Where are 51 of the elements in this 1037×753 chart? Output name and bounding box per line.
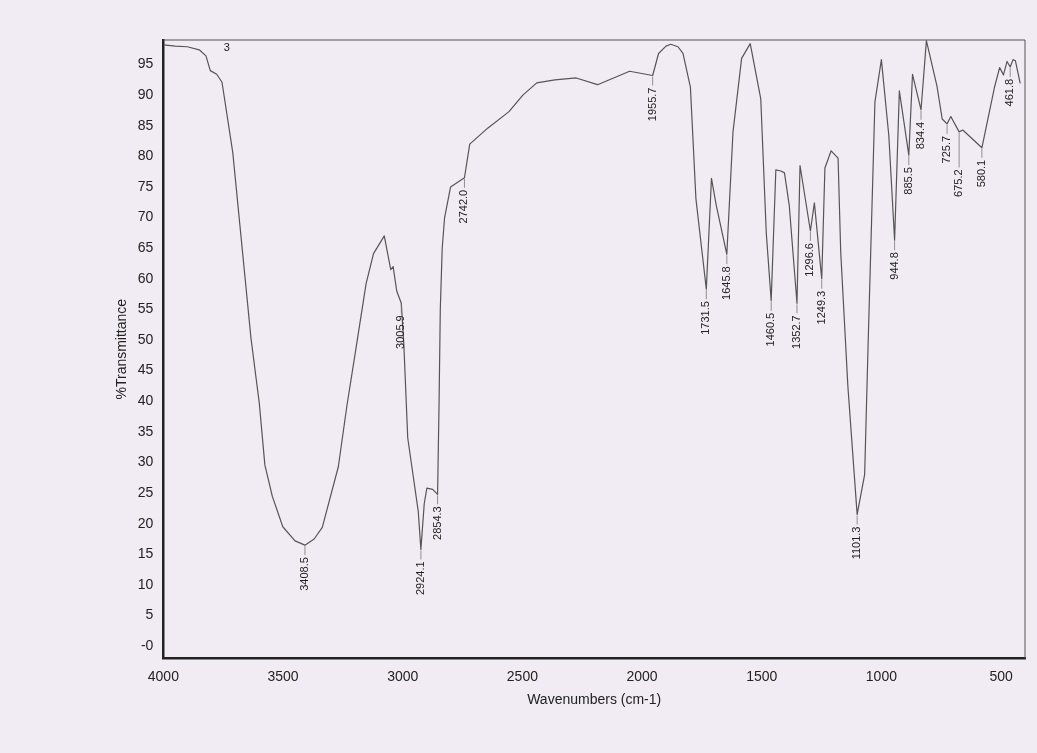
- x-tick-label: 500: [989, 667, 1013, 684]
- y-tick-label: 60: [137, 269, 154, 286]
- y-tick-label: 75: [137, 177, 154, 194]
- annotation: 1731.5: [699, 301, 712, 335]
- y-tick-label: 35: [137, 422, 154, 439]
- annotation: 580.1: [974, 159, 987, 188]
- x-tick-label: 3000: [387, 667, 419, 684]
- annotation: 1249.3: [814, 290, 827, 325]
- annotation: 2854.3: [430, 506, 443, 540]
- y-tick-label: 70: [137, 208, 154, 225]
- y-tick-label: 15: [137, 545, 154, 562]
- annotation: 1101.3: [850, 526, 863, 560]
- y-tick-label: 55: [137, 300, 154, 317]
- x-tick-label: 3500: [267, 667, 299, 684]
- annotation: 834.4: [914, 121, 927, 150]
- x-tick-label: 1500: [746, 667, 778, 684]
- y-tick-label: 10: [137, 575, 154, 592]
- annotation: 3005.9: [394, 315, 407, 349]
- annotation: 1955.7: [645, 87, 658, 122]
- x-tick-label: 1000: [865, 667, 898, 684]
- annotation: 885.5: [901, 167, 914, 195]
- annotation: 944.8: [887, 252, 900, 280]
- annotation: 2924.1: [413, 561, 426, 596]
- annotation: 2742.0: [457, 189, 470, 224]
- y-tick-label: 30: [137, 453, 154, 470]
- x-tick-label: 4000: [147, 667, 180, 684]
- annotation: 3: [223, 40, 230, 53]
- annotation: 1296.6: [803, 243, 816, 277]
- annotation: 675.2: [952, 169, 965, 197]
- y-tick-label: 5: [145, 606, 154, 623]
- x-axis-title: Wavenumbers (cm-1): [527, 691, 662, 708]
- annotation: 3408.5: [297, 557, 310, 591]
- y-tick-label: 65: [137, 239, 154, 256]
- annotation: 1645.8: [719, 266, 732, 300]
- y-tick-label: -0: [140, 637, 154, 654]
- y-tick-label: 20: [137, 514, 154, 531]
- x-tick-label: 2500: [506, 667, 539, 684]
- y-tick-label: 80: [137, 147, 154, 164]
- annotation: 725.7: [940, 135, 953, 164]
- y-axis-title: %Transmittance: [113, 298, 130, 400]
- y-tick-label: 25: [137, 483, 154, 500]
- y-tick-label: 85: [137, 116, 154, 133]
- y-tick-label: 95: [137, 55, 154, 72]
- y-tick-label: 50: [137, 330, 154, 347]
- y-tick-label: 90: [137, 85, 154, 102]
- annotation: 461.8: [1003, 78, 1016, 107]
- annotation: 1460.5: [764, 312, 777, 347]
- annotation: 1352.7: [790, 315, 803, 349]
- y-tick-label: 45: [137, 361, 154, 378]
- y-tick-label: 40: [137, 392, 154, 409]
- x-tick-label: 2000: [626, 667, 658, 684]
